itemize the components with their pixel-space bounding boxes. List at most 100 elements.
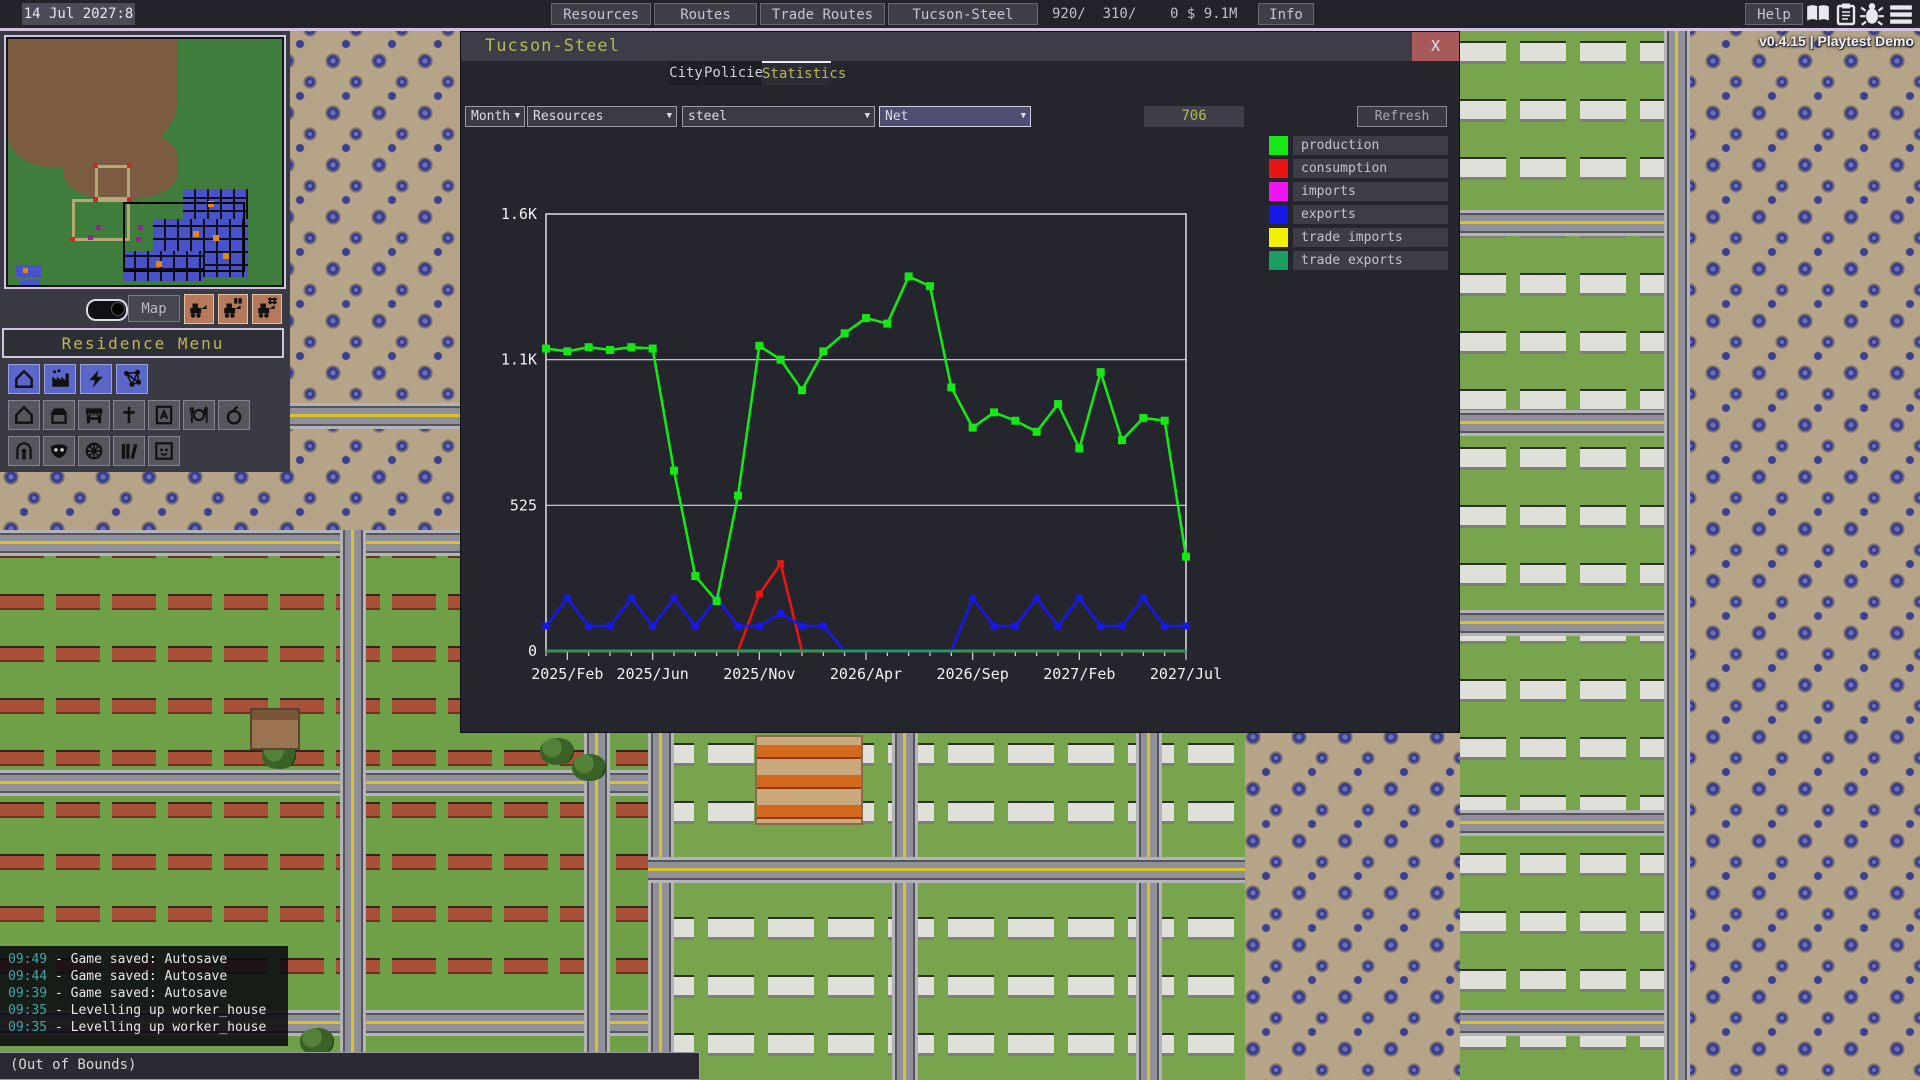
toggle-knob [111, 302, 125, 316]
log-line: 09:35 - Levelling up worker_house [8, 1020, 267, 1035]
build-church-button[interactable] [113, 400, 145, 430]
close-button[interactable]: X [1412, 32, 1459, 61]
build-house-button[interactable] [8, 400, 40, 430]
tab-policies[interactable]: Policies [704, 61, 771, 85]
excavator-rail-icon[interactable] [252, 294, 282, 324]
road [648, 733, 674, 1080]
road [340, 530, 366, 1080]
build-school-button[interactable] [148, 400, 180, 430]
log-line: 09:44 - Game saved: Autosave [8, 969, 228, 984]
legend-row-production[interactable]: production [1269, 136, 1449, 155]
svg-text:1.6K: 1.6K [501, 205, 537, 223]
resources-button[interactable]: Resources [551, 3, 651, 25]
period-select[interactable]: Month ▼ [465, 106, 525, 127]
svg-text:1.1K: 1.1K [501, 351, 537, 369]
legend-row-trade-imports[interactable]: trade imports [1269, 228, 1449, 247]
clipboard-icon[interactable] [1834, 1, 1858, 27]
minimap-city-blocks [123, 251, 203, 281]
minimap-marker [70, 237, 75, 242]
tree [572, 754, 606, 781]
city-button[interactable]: Tucson-Steel [888, 3, 1038, 25]
legend-label: trade exports [1293, 251, 1448, 270]
legend-row-exports[interactable]: exports [1269, 205, 1449, 224]
minimap-marker [127, 163, 132, 168]
current-value-box: 706 [1144, 106, 1244, 127]
routes-button[interactable]: Routes [654, 3, 757, 25]
minimap[interactable] [4, 35, 286, 289]
minimap-marker [138, 225, 143, 230]
category-network-button[interactable] [116, 364, 148, 394]
legend-row-consumption[interactable]: consumption [1269, 159, 1449, 178]
dialog-header[interactable]: Tucson-Steel X [461, 32, 1459, 61]
refresh-button[interactable]: Refresh [1357, 106, 1447, 127]
map-controls: Map [0, 292, 290, 326]
minimap-city-blocks [183, 189, 248, 223]
excavator-icon[interactable] [184, 294, 214, 324]
build-library-button[interactable] [113, 436, 145, 466]
build-sports-button[interactable] [78, 436, 110, 466]
bug-icon[interactable] [1858, 1, 1886, 27]
metric-select[interactable]: Net ▼ [879, 106, 1031, 127]
legend-row-trade-exports[interactable]: trade exports [1269, 251, 1449, 270]
info-button[interactable]: Info [1258, 3, 1314, 25]
minimap-panel [0, 31, 290, 292]
tree [300, 1028, 334, 1055]
chevron-down-icon: ▼ [666, 111, 672, 121]
overlay-toggle[interactable] [86, 299, 128, 321]
trade-routes-button[interactable]: Trade Routes [760, 3, 885, 25]
map-city-district-east[interactable] [1460, 31, 1690, 1080]
resource-select[interactable]: steel ▼ [682, 106, 875, 127]
log-line: 09:35 - Levelling up worker_house [8, 1003, 267, 1018]
legend-label: imports [1293, 182, 1448, 201]
tab-city[interactable]: City [669, 61, 703, 85]
chevron-down-icon: ▼ [514, 111, 520, 121]
svg-text:2025/Nov: 2025/Nov [723, 665, 795, 683]
build-menu-panel: Residence Menu [0, 326, 290, 472]
tab-statistics[interactable]: Statistics [762, 61, 846, 85]
svg-text:2027/Feb: 2027/Feb [1043, 665, 1115, 683]
build-theater-button[interactable] [43, 436, 75, 466]
road [1460, 210, 1690, 236]
minimap-marker [93, 197, 98, 202]
category-power-button[interactable] [80, 364, 112, 394]
legend-label: trade imports [1293, 228, 1448, 247]
category-select[interactable]: Resources ▼ [527, 106, 677, 127]
map-farm-house[interactable] [250, 708, 300, 750]
legend-swatch-production [1269, 136, 1288, 155]
excavator-house-icon[interactable] [218, 294, 248, 324]
map-button[interactable]: Map [128, 295, 180, 322]
svg-text:2027/Jul: 2027/Jul [1150, 665, 1222, 683]
build-market-stall-button[interactable] [78, 400, 110, 430]
legend-row-imports[interactable]: imports [1269, 182, 1449, 201]
minimap-marker [93, 163, 98, 168]
legend-swatch-exports [1269, 205, 1288, 224]
legend-label: consumption [1293, 159, 1448, 178]
build-inn-button[interactable] [8, 436, 40, 466]
help-button[interactable]: Help [1745, 3, 1803, 25]
legend-swatch-trade-exports [1269, 251, 1288, 270]
minimap-viewport[interactable] [123, 202, 245, 272]
category-residence-button[interactable] [8, 364, 40, 394]
log-line: 09:39 - Game saved: Autosave [8, 986, 228, 1001]
svg-text:2025/Jun: 2025/Jun [617, 665, 689, 683]
road [892, 733, 918, 1080]
map-market-plaza[interactable] [755, 735, 863, 825]
road [1460, 810, 1690, 836]
road [1664, 31, 1690, 1080]
book-icon[interactable] [1804, 1, 1832, 27]
build-grocery-button[interactable] [218, 400, 250, 430]
menu-icon[interactable] [1888, 1, 1914, 27]
road [1460, 610, 1690, 636]
tree [540, 738, 574, 765]
build-shop-button[interactable] [43, 400, 75, 430]
category-industry-button[interactable] [44, 364, 76, 394]
build-restaurant-button[interactable] [183, 400, 215, 430]
top-bar: 14 Jul 2027:8 Resources Routes Trade Rou… [0, 0, 1920, 31]
build-entertainment-button[interactable] [148, 436, 180, 466]
legend-swatch-trade-imports [1269, 228, 1288, 247]
minimap-marker [127, 197, 132, 202]
date-display: 14 Jul 2027:8 [22, 3, 135, 25]
svg-text:525: 525 [510, 496, 537, 514]
road [648, 857, 1245, 883]
